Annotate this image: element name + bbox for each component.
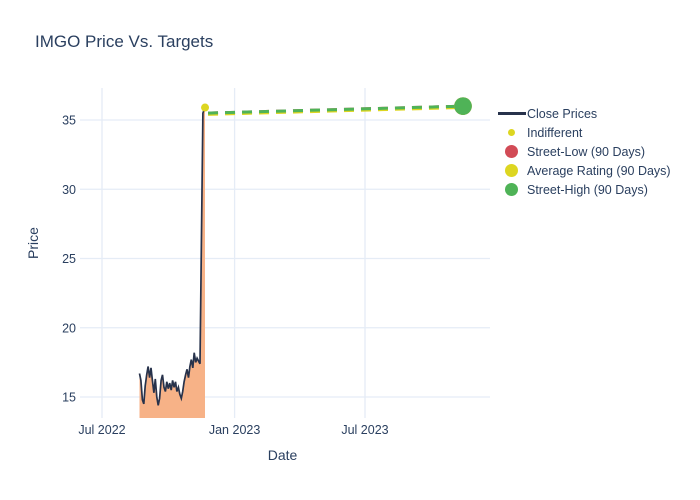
average-rating-circle-icon	[505, 164, 518, 177]
legend-label: Close Prices	[527, 106, 598, 121]
y-axis-title: Price	[25, 227, 41, 259]
legend-item-street-low[interactable]: Street-Low (90 Days)	[496, 142, 671, 161]
indifferent-marker[interactable]	[201, 103, 210, 112]
street-high-circle-icon	[505, 183, 518, 196]
x-tick-label: Jul 2023	[341, 423, 388, 437]
y-tick-label: 30	[62, 183, 76, 197]
target-marker[interactable]	[454, 97, 472, 115]
legend-item-street-high[interactable]: Street-High (90 Days)	[496, 180, 671, 199]
y-tick-label: 35	[62, 114, 76, 128]
y-tick-label: 15	[62, 391, 76, 405]
legend-item-average-rating[interactable]: Average Rating (90 Days)	[496, 161, 671, 180]
chart-title: IMGO Price Vs. Targets	[35, 32, 214, 51]
x-axis-title: Date	[267, 447, 298, 463]
y-tick-label: 20	[62, 321, 76, 335]
legend-label: Average Rating (90 Days)	[527, 163, 671, 178]
legend-item-indifferent[interactable]: Indifferent	[496, 123, 671, 142]
legend-label: Indifferent	[527, 125, 583, 140]
legend: Close Prices Indifferent Street-Low (90 …	[496, 104, 671, 199]
indifferent-dot-icon	[508, 129, 515, 136]
legend-label: Street-High (90 Days)	[527, 182, 648, 197]
y-tick-label: 25	[62, 252, 76, 266]
close-prices-line-swatch-icon	[497, 112, 526, 115]
x-tick-label: Jan 2023	[209, 423, 260, 437]
legend-label: Street-Low (90 Days)	[527, 144, 646, 159]
legend-item-close-prices[interactable]: Close Prices	[496, 104, 671, 123]
x-tick-label: Jul 2022	[78, 423, 125, 437]
close-prices-line	[138, 107, 206, 406]
street-low-circle-icon	[505, 145, 518, 158]
close-prices-area	[139, 107, 205, 418]
target-dashed-line	[207, 104, 464, 115]
